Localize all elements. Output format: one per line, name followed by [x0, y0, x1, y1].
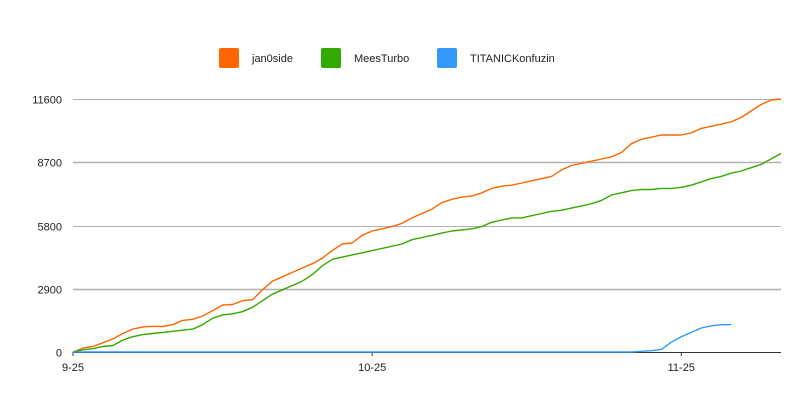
- legend-item-jan0side: jan0side: [219, 48, 293, 68]
- legend-item-meesturbo: MeesTurbo: [321, 48, 409, 68]
- legend-label: MeesTurbo: [354, 53, 409, 65]
- legend-swatch: [437, 48, 457, 68]
- legend-label: jan0side: [251, 53, 293, 65]
- legend-label: TITANICKonfuzin: [470, 53, 555, 65]
- legend-swatch: [321, 48, 341, 68]
- y-tick-label: 0: [56, 348, 62, 360]
- y-tick-label: 8700: [38, 158, 62, 170]
- x-tick-label: 9-25: [62, 362, 84, 374]
- axes: 0 2900 5800 8700 11600 9-25 10-25 11-25: [32, 95, 781, 374]
- series-line-titanickonfuzin: [73, 324, 732, 353]
- y-tick-label: 5800: [38, 222, 62, 234]
- legend-swatch: [219, 48, 239, 68]
- series-lines: [72, 98, 782, 353]
- y-tick-label: 2900: [38, 285, 62, 297]
- gridlines: [73, 99, 781, 291]
- x-tick-label: 11-25: [668, 362, 695, 374]
- y-tick-label: 11600: [32, 95, 62, 107]
- series-line-jan0side: [72, 98, 782, 353]
- legend-item-titanickonfuzin: TITANICKonfuzin: [437, 48, 555, 68]
- x-tick-label: 10-25: [358, 362, 386, 374]
- series-line-meesturbo: [72, 152, 782, 353]
- legend: jan0side MeesTurbo TITANICKonfuzin: [219, 48, 555, 68]
